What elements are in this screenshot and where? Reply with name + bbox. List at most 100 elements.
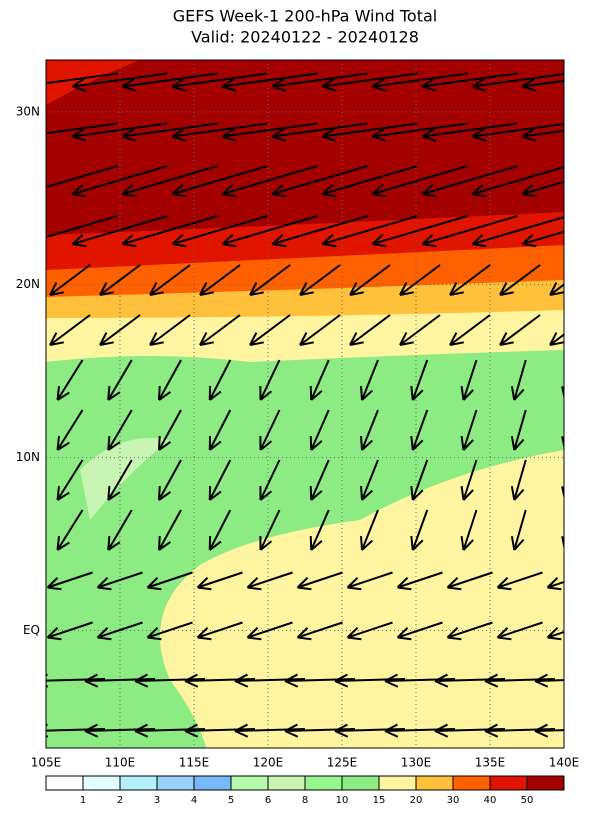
lon-tick-label: 110E [105,756,136,770]
wind-vector [221,165,318,198]
wind-vector [546,627,564,641]
wind-vector [410,459,429,501]
wind-vector [71,165,168,198]
wind-vector [499,314,541,346]
wind-vector [271,215,368,248]
wind-field [46,60,564,748]
wind-vector [184,673,256,688]
map-frame [45,59,565,749]
wind-vector [56,509,84,551]
wind-vector [421,165,518,198]
lon-tick-label: 105E [31,756,62,770]
subtitle: Valid: 20240122 - 20240128 [191,28,419,47]
colorbar-box [45,775,84,791]
wind-vector [46,215,118,239]
wind-vector [460,459,478,501]
wind-vector [434,723,506,738]
lon-tick-label: 140E [549,756,580,770]
wind-vector [46,621,93,641]
wind-vector [71,122,168,142]
wind-vector [249,264,291,296]
wind-vector [421,72,518,92]
wind-vector [121,165,218,198]
wind-vector [56,459,84,501]
wind-vector [84,673,156,688]
colorbar-box [193,775,232,791]
wind-vector [208,459,232,501]
wind-vector [208,509,232,551]
wind-vector [196,571,243,591]
wind-vector [134,673,206,688]
wind-vector [46,723,106,738]
colorbar-label: 1 [80,795,86,806]
wind-vector [107,459,133,501]
colorbar-box [304,775,343,791]
wind-vector [171,122,268,142]
wind-vector [146,571,193,591]
wind-vector [271,72,368,92]
wind-vector [309,509,330,551]
wind-vector [249,314,291,346]
wind-vector [71,215,168,248]
lat-tick-label: 20N [16,277,40,291]
wind-vector [396,621,443,641]
wind-vector [521,180,564,198]
wind-vector [184,723,256,738]
wind-vector [199,264,241,296]
colorbar-box [452,775,491,791]
wind-vector [46,165,118,189]
colorbar-label: 2 [117,795,123,806]
wind-vector [496,571,543,591]
wind-vector [121,215,218,248]
lat-tick-label: 30N [16,104,40,118]
wind-vector [158,459,182,501]
colorbar-label: 50 [521,795,534,806]
wind-vector [471,72,564,92]
colorbar-label: 6 [265,795,271,806]
wind-vector [534,723,564,738]
wind-vector [371,165,468,198]
lon-tick-label: 115E [179,756,210,770]
wind-vector [96,621,143,641]
wind-vector [284,723,356,738]
wind-vector [396,571,443,591]
colorbar-box [230,775,269,791]
colorbar-label: 4 [191,795,197,806]
wind-vector [121,72,218,92]
wind-vector [460,409,478,451]
wind-vector [199,314,241,346]
wind-vector [499,264,541,296]
wind-vector [246,621,293,641]
wind-vector [299,314,341,346]
colorbar-label: 8 [302,795,308,806]
lat-tick-label: EQ [23,623,40,637]
wind-vector [246,571,293,591]
wind-vector [309,409,330,451]
lon-tick-label: 125E [327,756,358,770]
wind-vector [158,409,182,451]
lon-tick-label: 135E [475,756,506,770]
wind-vector [521,77,564,92]
wind-vector [410,509,429,551]
wind-vector [149,314,191,346]
colorbar-box [526,775,565,791]
colorbar-box [489,775,528,791]
wind-vector [446,571,493,591]
wind-vector [471,122,564,142]
wind-vector [234,673,306,688]
colorbar-box [415,775,454,791]
wind-vector [521,127,564,142]
wind-vector [99,314,141,346]
colorbar-label: 3 [154,795,160,806]
wind-vector [371,215,468,248]
colorbar-box [341,775,380,791]
wind-vector [384,723,456,738]
colorbar-box [156,775,195,791]
wind-vector [134,723,206,738]
wind-vector [196,621,243,641]
wind-vector [296,621,343,641]
wind-vector [259,509,281,551]
wind-vector [71,72,168,92]
wind-vector [271,165,368,198]
